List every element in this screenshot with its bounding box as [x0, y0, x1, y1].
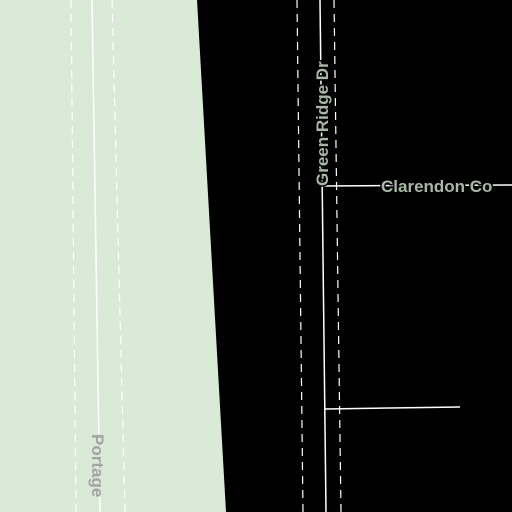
label-clarendon: Clarendon Co — [381, 177, 492, 196]
road-green-ridge-edge-left — [296, 0, 304, 512]
road-clarendon[interactable] — [320, 184, 512, 187]
label-green-ridge-dr: Green Ridge Dr — [313, 61, 332, 186]
road-unnamed-spur[interactable] — [324, 406, 461, 410]
park-trail-dashed-left — [70, 0, 77, 512]
label-portage: Portage — [88, 434, 107, 497]
road-portage[interactable] — [91, 0, 101, 512]
road-green-ridge-dr[interactable] — [319, 0, 327, 512]
road-green-ridge-edge-right — [333, 0, 342, 512]
park-trail-dashed-right — [111, 0, 126, 512]
park-area[interactable] — [0, 0, 226, 512]
